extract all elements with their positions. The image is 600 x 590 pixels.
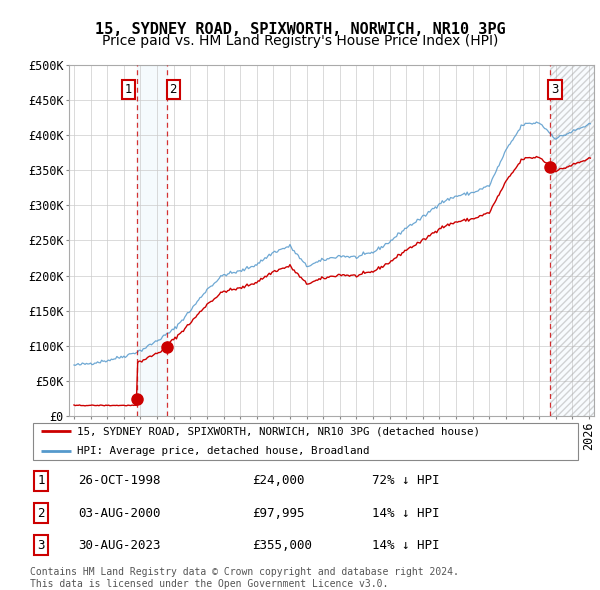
- Text: 2: 2: [170, 83, 177, 96]
- Bar: [550, 65, 594, 416]
- Text: Price paid vs. HM Land Registry's House Price Index (HPI): Price paid vs. HM Land Registry's House …: [102, 34, 498, 48]
- Text: 2: 2: [37, 506, 44, 520]
- Text: £97,995: £97,995: [252, 506, 305, 520]
- Text: £24,000: £24,000: [252, 474, 305, 487]
- Text: £355,000: £355,000: [252, 539, 312, 552]
- Text: 72% ↓ HPI: 72% ↓ HPI: [372, 474, 439, 487]
- Text: 3: 3: [551, 83, 559, 96]
- Text: 15, SYDNEY ROAD, SPIXWORTH, NORWICH, NR10 3PG (detached house): 15, SYDNEY ROAD, SPIXWORTH, NORWICH, NR1…: [77, 427, 480, 436]
- Text: 03-AUG-2000: 03-AUG-2000: [78, 506, 161, 520]
- Text: 14% ↓ HPI: 14% ↓ HPI: [372, 506, 439, 520]
- Text: 1: 1: [125, 83, 132, 96]
- Text: Contains HM Land Registry data © Crown copyright and database right 2024.
This d: Contains HM Land Registry data © Crown c…: [30, 567, 459, 589]
- Text: 30-AUG-2023: 30-AUG-2023: [78, 539, 161, 552]
- Text: 15, SYDNEY ROAD, SPIXWORTH, NORWICH, NR10 3PG: 15, SYDNEY ROAD, SPIXWORTH, NORWICH, NR1…: [95, 22, 505, 37]
- Text: 1: 1: [37, 474, 44, 487]
- FancyBboxPatch shape: [33, 423, 578, 460]
- Bar: [550, 65, 594, 416]
- Text: 3: 3: [37, 539, 44, 552]
- Text: HPI: Average price, detached house, Broadland: HPI: Average price, detached house, Broa…: [77, 446, 370, 456]
- Text: 26-OCT-1998: 26-OCT-1998: [78, 474, 161, 487]
- Bar: [137, 65, 167, 416]
- Text: 14% ↓ HPI: 14% ↓ HPI: [372, 539, 439, 552]
